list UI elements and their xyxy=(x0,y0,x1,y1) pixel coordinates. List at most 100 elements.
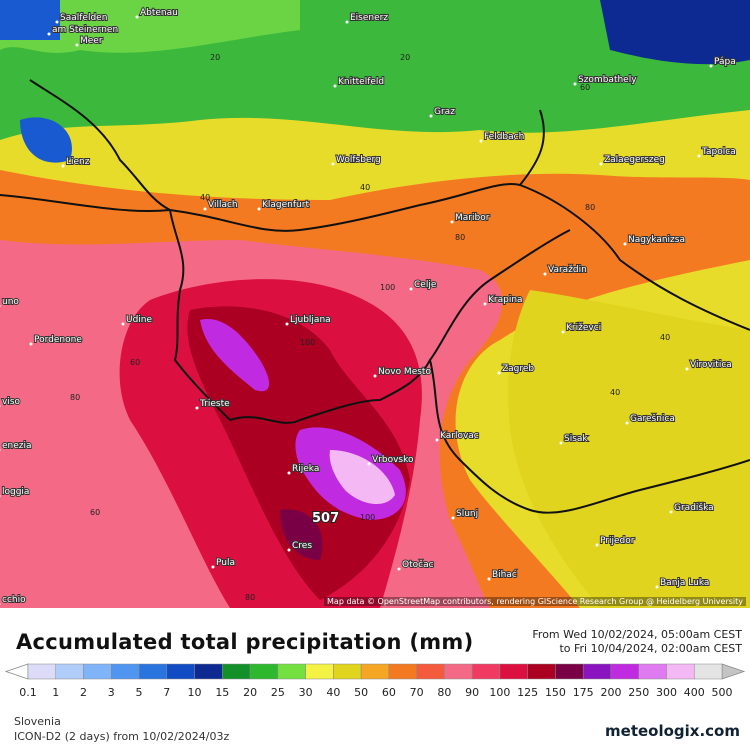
city-dot xyxy=(479,139,483,143)
city-label: Udine xyxy=(126,315,153,325)
legend-label: 7 xyxy=(163,686,170,699)
legend-label: 25 xyxy=(271,686,285,699)
legend-label: 15 xyxy=(215,686,229,699)
dark-purple-zone xyxy=(280,509,323,560)
city-label: Graz xyxy=(434,107,455,117)
city-dot xyxy=(623,242,627,246)
under-arrow xyxy=(4,663,29,680)
yellow-zone xyxy=(508,290,750,608)
city-dot xyxy=(655,585,659,589)
city-label: Karlovac xyxy=(440,431,479,441)
city-label: Novo Mesto xyxy=(378,367,431,377)
city-label: Varaždin xyxy=(548,265,587,275)
city-dot xyxy=(47,32,51,36)
model: ICON-D2 (2 days) from 10/02/2024/03z xyxy=(14,730,230,743)
city-dot xyxy=(285,322,289,326)
contour-label: 80 xyxy=(585,203,595,212)
city-dot xyxy=(203,207,207,211)
color-swatch xyxy=(333,663,362,680)
city-label: Feldbach xyxy=(484,132,524,142)
city-dot xyxy=(257,207,261,211)
city-label: Tapolca xyxy=(701,147,736,157)
city-dot xyxy=(543,272,547,276)
city-label: Wolfsberg xyxy=(336,155,381,165)
legend-label: 500 xyxy=(712,686,733,699)
city-label: Klagenfurt xyxy=(262,200,309,210)
contour-label: 60 xyxy=(580,83,590,92)
city-dot xyxy=(75,43,79,47)
legend-label: 20 xyxy=(243,686,257,699)
color-swatch xyxy=(610,663,639,680)
contour-label: 40 xyxy=(610,388,620,397)
city-label: Prijedor xyxy=(600,536,635,546)
color-swatch xyxy=(388,663,417,680)
color-swatch xyxy=(527,663,556,680)
legend-label: 70 xyxy=(410,686,424,699)
contour-label: 40 xyxy=(660,333,670,342)
color-swatch xyxy=(222,663,251,680)
city-label: Zagreb xyxy=(502,364,534,374)
city-dot xyxy=(483,302,487,306)
legend-label: 90 xyxy=(465,686,479,699)
border xyxy=(0,79,750,514)
city-label: Križevci xyxy=(566,323,601,333)
city-label: Eisenerz xyxy=(350,13,388,23)
color-swatch xyxy=(194,663,223,680)
color-swatch xyxy=(55,663,84,680)
city-label: Virovitica xyxy=(690,360,732,370)
city-dot xyxy=(0,304,1,308)
city-dot xyxy=(135,15,139,19)
city-label: Maribor xyxy=(455,213,490,223)
city-label: uno xyxy=(2,297,19,307)
color-swatch xyxy=(693,663,723,680)
contour-label: 100 xyxy=(300,338,315,347)
city-label: am Steinernen xyxy=(52,25,118,35)
city-dot xyxy=(559,441,563,445)
color-swatch xyxy=(249,663,279,680)
color-swatch xyxy=(27,663,57,680)
legend-label: 60 xyxy=(382,686,396,699)
light-purple-zone xyxy=(329,450,395,505)
city-dot xyxy=(709,64,713,68)
legend-label: 200 xyxy=(600,686,621,699)
city-dot xyxy=(0,494,1,498)
city-dot xyxy=(0,602,1,606)
legend-label: 30 xyxy=(299,686,313,699)
city-dot xyxy=(333,84,337,88)
legend-label: 100 xyxy=(489,686,510,699)
city-label: Cres xyxy=(292,541,312,551)
contour-labels: 20 20 40 40 60 80 80 100 100 60 40 80 60 40 80 100 xyxy=(70,53,670,602)
legend-label: 150 xyxy=(545,686,566,699)
city-dot xyxy=(345,20,349,24)
city-label: Bihać xyxy=(492,569,517,580)
city-dot xyxy=(29,342,33,346)
color-swatch xyxy=(83,663,112,680)
city-dot xyxy=(685,367,689,371)
city-dot xyxy=(409,287,413,291)
city-label: Trieste xyxy=(199,399,230,409)
attribution: Map data © OpenStreetMap contributors, r… xyxy=(324,597,746,606)
city-dot xyxy=(331,162,335,166)
contour-label: 60 xyxy=(130,358,140,367)
blue-zone xyxy=(600,0,750,65)
city-dot xyxy=(397,567,401,571)
city-label: Garešnica xyxy=(630,413,675,424)
city-label: Pápa xyxy=(714,57,736,67)
color-swatch xyxy=(277,663,306,680)
color-swatch xyxy=(638,663,667,680)
city-label: Rijeka xyxy=(292,464,319,474)
city-label: cchio xyxy=(2,595,26,605)
city-label: Knittelfeld xyxy=(338,77,384,87)
city-label: Krapina xyxy=(488,295,523,305)
color-swatch xyxy=(111,663,140,680)
city-dot xyxy=(573,82,577,86)
legend-label: 125 xyxy=(517,686,538,699)
city-dot xyxy=(435,438,439,442)
color-swatch xyxy=(582,663,612,680)
city-label: Celje xyxy=(414,280,437,290)
color-swatch xyxy=(444,663,473,680)
city-label: Ljubljana xyxy=(290,315,331,325)
legend-label: 1 xyxy=(52,686,59,699)
